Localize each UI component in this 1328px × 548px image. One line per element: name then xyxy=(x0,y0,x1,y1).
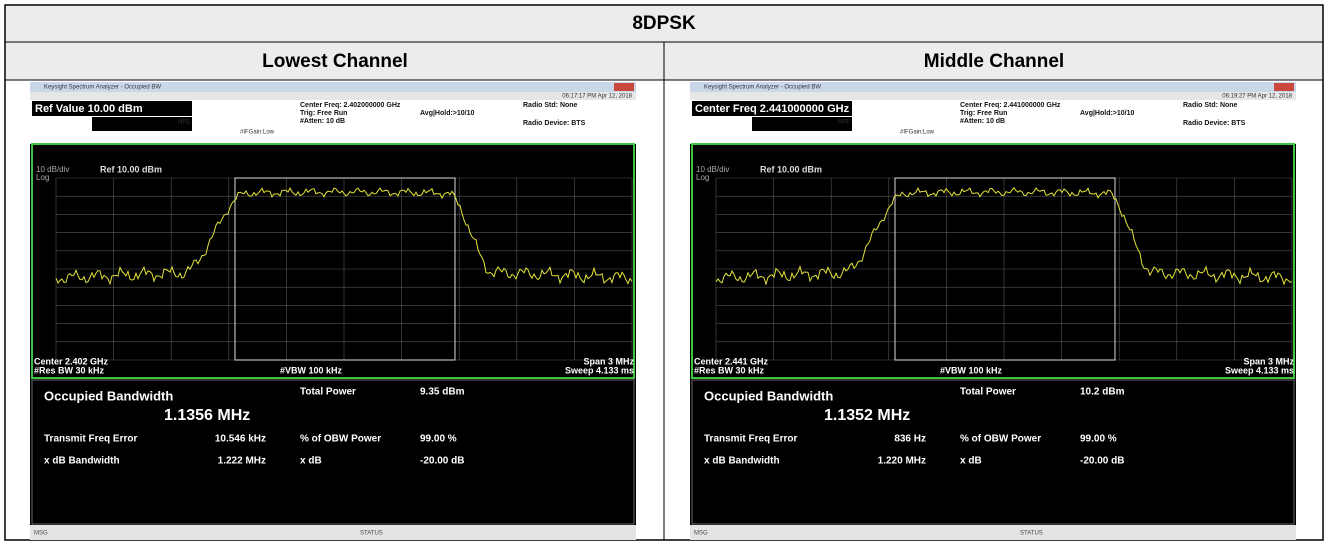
trig: Trig: Free Run xyxy=(300,110,347,117)
softkey-box xyxy=(752,117,852,131)
window-title: Keysight Spectrum Analyzer - Occupied BW xyxy=(44,85,161,91)
xdb-bw-label: x dB Bandwidth xyxy=(704,456,780,467)
if-gain: #IFGain:Low xyxy=(240,130,275,136)
column-heading: Middle Channel xyxy=(924,51,1064,72)
nfe: NFE xyxy=(178,120,190,126)
active-field: Ref Value 10.00 dBm xyxy=(35,103,143,115)
obw-marker xyxy=(234,177,456,361)
xdb-bw: 1.220 MHz xyxy=(878,456,926,467)
obw-marker xyxy=(894,177,1116,361)
close-button xyxy=(614,83,634,91)
xdb-label: x dB xyxy=(300,456,322,467)
window-title: Keysight Spectrum Analyzer - Occupied BW xyxy=(704,85,821,91)
log: Log xyxy=(696,173,709,182)
spectrum-trace xyxy=(715,187,1293,286)
graph-frame xyxy=(31,143,635,379)
analyzer-screenshot: Keysight Spectrum Analyzer - Occupied BW… xyxy=(690,82,1296,540)
msg: MSG xyxy=(694,531,708,537)
tfe: 836 Hz xyxy=(894,434,926,445)
center-freq: Center Freq: 2.402000000 GHz xyxy=(300,102,401,109)
span: Span 3 MHz xyxy=(1243,356,1294,366)
obw-label: Occupied Bandwidth xyxy=(44,388,173,403)
tfe-label: Transmit Freq Error xyxy=(44,434,137,445)
radio-device: Radio Device: BTS xyxy=(523,120,586,127)
total-power: 10.2 dBm xyxy=(1080,387,1125,398)
xdb: -20.00 dB xyxy=(1080,456,1124,467)
results-frame xyxy=(691,379,1295,525)
atten: #Atten: 10 dB xyxy=(960,118,1005,125)
xdb-label: x dB xyxy=(960,456,982,467)
active-field: Center Freq 2.441000000 GHz xyxy=(695,103,850,115)
spectrum-trace xyxy=(55,187,633,286)
if-gain: #IFGain:Low xyxy=(900,130,935,136)
res-bw: #Res BW 30 kHz xyxy=(694,365,765,375)
center: Center 2.402 GHz xyxy=(34,356,109,366)
center: Center 2.441 GHz xyxy=(694,356,769,366)
column-heading: Lowest Channel xyxy=(262,51,408,72)
graph-frame xyxy=(691,143,1295,379)
analyzer-screenshot: Keysight Spectrum Analyzer - Occupied BW… xyxy=(30,82,636,540)
total-power-label: Total Power xyxy=(300,387,356,398)
vbw: #VBW 100 kHz xyxy=(940,365,1003,375)
pct-label: % of OBW Power xyxy=(300,434,381,445)
title-bar xyxy=(690,82,1296,92)
status-bar xyxy=(690,525,1296,540)
span: Span 3 MHz xyxy=(583,356,634,366)
toolbar xyxy=(690,92,1296,100)
scale: 10 dB/div xyxy=(696,165,729,174)
radio-std: Radio Std: None xyxy=(523,102,578,109)
obw-value: 1.1352 MHz xyxy=(824,407,910,424)
ref: Ref 10.00 dBm xyxy=(100,164,162,174)
softkey-box xyxy=(92,117,192,131)
results-frame xyxy=(31,379,635,525)
msg: MSG xyxy=(34,531,48,537)
status-bar xyxy=(30,525,636,540)
status: STATUS xyxy=(360,531,383,537)
avg-hold: Avg|Hold:>10/10 xyxy=(420,110,475,117)
trig: Trig: Free Run xyxy=(960,110,1007,117)
radio-std: Radio Std: None xyxy=(1183,102,1238,109)
toolbar xyxy=(30,92,636,100)
title-bar xyxy=(30,82,636,92)
sweep: Sweep 4.133 ms xyxy=(1225,365,1294,375)
obw-value: 1.1356 MHz xyxy=(164,407,250,424)
xdb-bw-label: x dB Bandwidth xyxy=(44,456,120,467)
timestamp: 06:17:17 PM Apr 12, 2018 xyxy=(562,94,632,100)
tfe-label: Transmit Freq Error xyxy=(704,434,797,445)
timestamp: 06:19:27 PM Apr 12, 2018 xyxy=(1222,94,1292,100)
ref: Ref 10.00 dBm xyxy=(760,164,822,174)
vbw: #VBW 100 kHz xyxy=(280,365,343,375)
table-title: 8DPSK xyxy=(632,13,696,34)
xdb: -20.00 dB xyxy=(420,456,464,467)
atten: #Atten: 10 dB xyxy=(300,118,345,125)
sweep: Sweep 4.133 ms xyxy=(565,365,634,375)
total-power-label: Total Power xyxy=(960,387,1016,398)
center-freq: Center Freq: 2.441000000 GHz xyxy=(960,102,1061,109)
scale: 10 dB/div xyxy=(36,165,69,174)
avg-hold: Avg|Hold:>10/10 xyxy=(1080,110,1135,117)
pct: 99.00 % xyxy=(1080,434,1117,445)
radio-device: Radio Device: BTS xyxy=(1183,120,1246,127)
active-field-box xyxy=(692,101,852,116)
close-button xyxy=(1274,83,1294,91)
pct: 99.00 % xyxy=(420,434,457,445)
obw-label: Occupied Bandwidth xyxy=(704,388,833,403)
status: STATUS xyxy=(1020,531,1043,537)
nfe: NFE xyxy=(838,120,850,126)
res-bw: #Res BW 30 kHz xyxy=(34,365,105,375)
active-field-box xyxy=(32,101,192,116)
total-power: 9.35 dBm xyxy=(420,387,465,398)
tfe: 10.546 kHz xyxy=(215,434,266,445)
log: Log xyxy=(36,173,49,182)
xdb-bw: 1.222 MHz xyxy=(218,456,266,467)
pct-label: % of OBW Power xyxy=(960,434,1041,445)
